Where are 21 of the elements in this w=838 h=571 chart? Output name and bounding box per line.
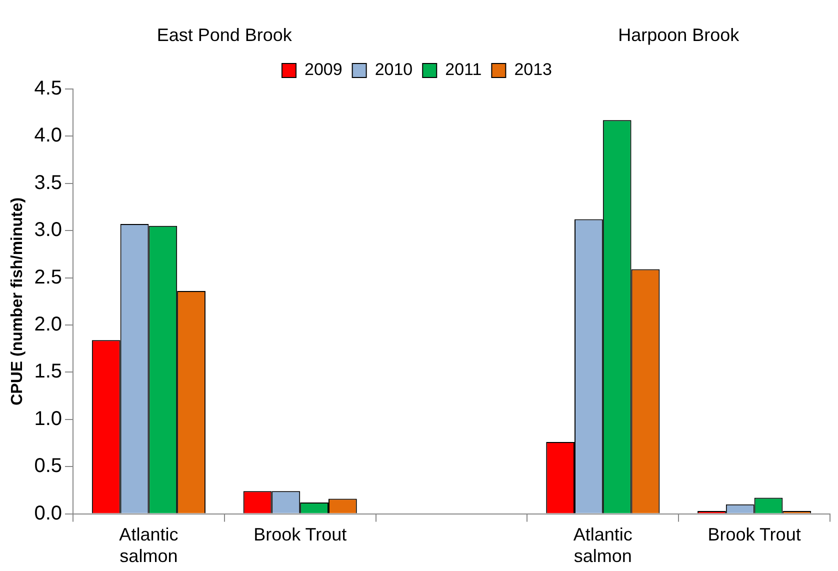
legend-label: 2010 (374, 60, 413, 80)
x-tick-label: Atlantic salmon (573, 524, 632, 566)
x-tick-label: Brook Trout (708, 524, 801, 545)
y-axis-title: CPUE (number fish/minute) (9, 197, 26, 406)
legend-label: 2011 (445, 60, 482, 80)
y-tick-label: 2.0 (34, 314, 62, 336)
text: East Pond Brook (156, 24, 293, 45)
x-tick-label: Brook Trout (254, 524, 347, 545)
legend-label: 2009 (304, 60, 342, 80)
y-tick-label: 2.5 (34, 266, 62, 288)
y-tick-label: 3.0 (34, 219, 62, 242)
y-tick-label: 4.0 (34, 124, 62, 147)
y-tick-label: 3.5 (34, 172, 62, 194)
y-tick-label: 0.5 (34, 455, 62, 478)
y-tick-label: 1.0 (34, 408, 62, 430)
legend-label: 2013 (514, 60, 552, 80)
y-tick-label: 1.5 (34, 360, 62, 383)
text: Harpoon Brook (618, 24, 740, 45)
y-tick-label: 0.0 (34, 502, 62, 524)
y-tick-label: 4.5 (34, 78, 62, 100)
x-tick-label: Atlantic salmon (119, 524, 178, 566)
